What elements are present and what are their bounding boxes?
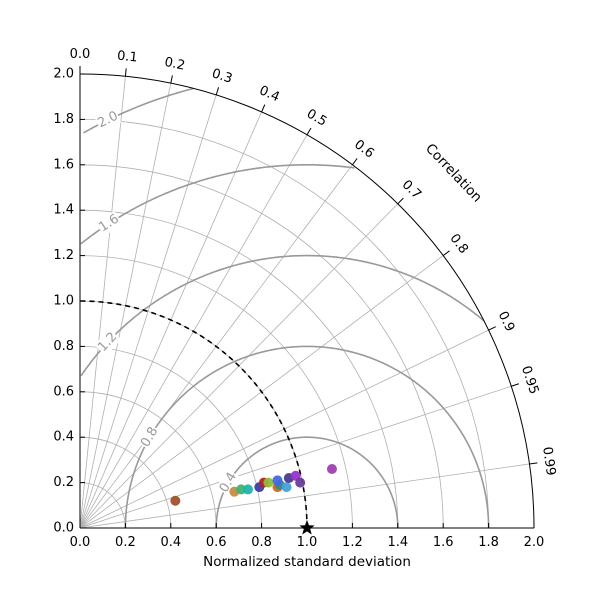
data-point bbox=[295, 477, 306, 488]
x-tick-label: 0.4 bbox=[160, 535, 181, 550]
data-point bbox=[242, 484, 253, 495]
data-point bbox=[326, 463, 337, 474]
y-tick-label: 1.0 bbox=[53, 294, 74, 309]
correlation-tick-label: 0.95 bbox=[518, 364, 541, 396]
rms-contour-label: 1.6 bbox=[96, 211, 122, 235]
std-grid-arc bbox=[79, 255, 353, 529]
data-point bbox=[281, 482, 292, 493]
x-tick-label: 1.4 bbox=[387, 535, 408, 550]
y-tick-label: 0.8 bbox=[53, 339, 74, 354]
y-tick-label: 1.8 bbox=[53, 112, 74, 127]
x-tick-label: 0.2 bbox=[115, 535, 136, 550]
correlation-tick-label: 0.8 bbox=[446, 231, 470, 257]
correlation-tick-mark bbox=[529, 462, 538, 465]
std-grid-arc bbox=[79, 391, 217, 529]
correlation-grid-line bbox=[79, 463, 530, 529]
correlation-tick-mark bbox=[261, 104, 266, 113]
correlation-tick-mark bbox=[488, 326, 496, 331]
correlation-tick-mark bbox=[511, 383, 520, 387]
x-tick-label: 1.8 bbox=[478, 535, 499, 550]
x-axis-title: Normalized standard deviation bbox=[203, 554, 411, 570]
x-tick-label: 1.2 bbox=[342, 535, 363, 550]
std-grid-arc bbox=[79, 119, 489, 529]
std-grid-arc bbox=[79, 164, 444, 529]
data-point bbox=[170, 495, 181, 506]
correlation-tick-label: 0.6 bbox=[351, 137, 377, 161]
rms-contour bbox=[80, 163, 355, 245]
rms-label-bg bbox=[95, 210, 123, 237]
std-grid-arc bbox=[79, 300, 308, 529]
correlation-tick-label: 0.3 bbox=[210, 66, 234, 87]
frame bbox=[79, 66, 538, 529]
rms-label-bg bbox=[94, 328, 122, 356]
correlation-tick-mark bbox=[442, 250, 450, 257]
std-grid-arc bbox=[79, 482, 126, 529]
reference-star-marker bbox=[299, 520, 315, 535]
correlation-tick-label: 0.2 bbox=[163, 55, 186, 74]
y-tick-label: 0.4 bbox=[53, 430, 74, 445]
rms-label-bg bbox=[215, 469, 241, 497]
grid-layer bbox=[79, 76, 530, 529]
y-tick-label: 2.0 bbox=[53, 67, 74, 82]
y-tick-label: 1.2 bbox=[53, 248, 74, 263]
rms-label-bg bbox=[137, 423, 163, 451]
correlation-tick-label: 0.1 bbox=[116, 49, 138, 66]
correlation-tick-label: 0.5 bbox=[304, 106, 329, 129]
x-tick-label: 1.0 bbox=[297, 535, 318, 550]
rms-contour bbox=[80, 254, 485, 377]
rms-contours: 0.40.81.21.62.0 bbox=[80, 87, 490, 529]
x-tick-label: 0.8 bbox=[251, 535, 272, 550]
y-tick-label: 0.6 bbox=[53, 384, 74, 399]
correlation-grid-line bbox=[79, 94, 217, 529]
rms-contour-label: 2.0 bbox=[95, 109, 120, 132]
correlation-tick-mark bbox=[170, 75, 173, 84]
std-grid-arc bbox=[79, 209, 399, 529]
correlation-tick-mark bbox=[351, 158, 358, 166]
correlation-tick-mark bbox=[397, 197, 404, 205]
y-tick-label: 1.6 bbox=[53, 157, 74, 172]
y-tick-label: 0.2 bbox=[53, 475, 74, 490]
y-tick-label: 0.0 bbox=[53, 521, 74, 536]
x-tick-label: 1.6 bbox=[433, 535, 454, 550]
correlation-axis-title: Correlation bbox=[422, 141, 485, 206]
data-point bbox=[272, 475, 283, 486]
data-point bbox=[263, 477, 274, 488]
correlation-tick-label: 0.9 bbox=[495, 309, 518, 334]
correlation-tick-label: 0.0 bbox=[70, 47, 91, 62]
y-tick-label: 1.4 bbox=[53, 203, 74, 218]
correlation-tick-mark bbox=[306, 127, 312, 136]
data-points bbox=[170, 463, 337, 535]
x-tick-label: 0.0 bbox=[70, 535, 91, 550]
correlation-tick-mark bbox=[215, 87, 220, 96]
x-tick-label: 2.0 bbox=[524, 535, 545, 550]
rms-label-bg bbox=[94, 107, 122, 132]
correlation-tick-label: 0.99 bbox=[539, 446, 558, 477]
correlation-tick-mark bbox=[124, 68, 127, 77]
x-tick-label: 0.6 bbox=[206, 535, 227, 550]
correlation-tick-label: 0.4 bbox=[257, 83, 282, 105]
outer-arc bbox=[79, 73, 535, 529]
